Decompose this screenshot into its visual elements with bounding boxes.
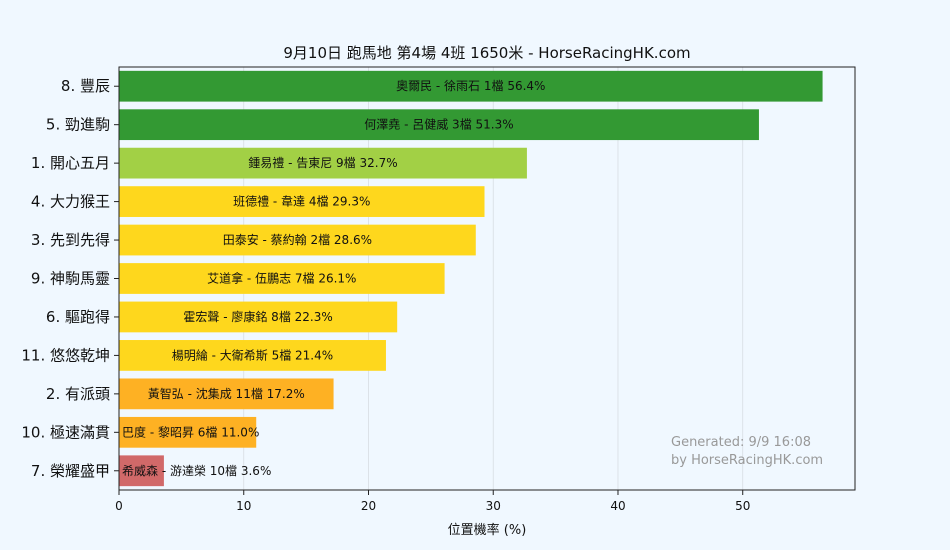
bar-data-label: 巴度 - 黎昭昇 6檔 11.0% bbox=[122, 424, 259, 439]
y-tick-label: 2. 有派頭 bbox=[46, 385, 110, 403]
x-axis: 0 10 20 30 40 50 bbox=[115, 490, 750, 513]
bar-data-label: 希威森 - 游達榮 10檔 3.6% bbox=[122, 463, 271, 478]
bar bbox=[119, 147, 527, 179]
x-axis-label: 位置機率 (%) bbox=[448, 522, 527, 538]
y-tick-label: 7. 榮耀盛甲 bbox=[31, 462, 110, 480]
watermark-generated: Generated: 9/9 16:08 bbox=[671, 435, 811, 450]
y-tick-label: 5. 勁進駒 bbox=[46, 116, 110, 134]
bar bbox=[119, 109, 759, 141]
x-tick-label: 30 bbox=[486, 499, 501, 513]
bar bbox=[119, 186, 485, 217]
bar bbox=[119, 70, 823, 102]
plot-frame bbox=[118, 66, 856, 491]
bar-data-label: 何澤堯 - 呂健威 3檔 51.3% bbox=[364, 118, 513, 132]
x-tick-label: 0 bbox=[115, 499, 123, 513]
y-tick-label: 11. 悠悠乾坤 bbox=[21, 346, 110, 364]
y-tick-label: 4. 大力猴王 bbox=[31, 193, 110, 211]
bar-data-label: 奧爾民 - 徐雨石 1檔 56.4% bbox=[396, 78, 545, 93]
bar-data-label: 班德禮 - 韋達 4檔 29.3% bbox=[233, 194, 370, 209]
bar bbox=[119, 301, 398, 333]
y-tick-label: 8. 豐辰 bbox=[61, 77, 110, 95]
y-tick-label: 3. 先到先得 bbox=[31, 231, 110, 249]
y-tick-label: 6. 驅跑得 bbox=[46, 308, 110, 326]
x-tick-label: 10 bbox=[236, 499, 251, 513]
y-tick-label: 1. 開心五月 bbox=[31, 154, 110, 172]
x-tick-label: 20 bbox=[361, 499, 376, 513]
bar-data-label: 田泰安 - 蔡約翰 2檔 28.6% bbox=[223, 232, 372, 247]
bar bbox=[119, 340, 386, 371]
bar-data-label: 艾道拿 - 伍鵬志 7檔 26.1% bbox=[207, 271, 356, 286]
y-tick-label: 10. 極速滿貫 bbox=[21, 423, 110, 441]
x-tick-label: 50 bbox=[735, 499, 750, 513]
watermark-site: by HorseRacingHK.com bbox=[671, 453, 823, 468]
x-tick-label: 40 bbox=[610, 499, 625, 513]
bar bbox=[119, 224, 476, 256]
bar bbox=[119, 263, 445, 294]
bar bbox=[119, 378, 334, 410]
bar-data-label: 鍾易禮 - 告東尼 9檔 32.7% bbox=[248, 156, 397, 170]
y-tick-label: 9. 神駒馬靈 bbox=[31, 270, 110, 288]
chart-title: 9月10日 跑馬地 第4場 4班 1650米 - HorseRacingHK.c… bbox=[283, 44, 690, 62]
bar-data-label: 霍宏聲 - 廖康銘 8檔 22.3% bbox=[183, 309, 332, 324]
bars-group: 奧爾民 - 徐雨石 1檔 56.4% 何澤堯 - 呂健威 3檔 51.3% 鍾易禮 … bbox=[119, 70, 823, 487]
bar-data-label: 楊明綸 - 大衛希斯 5檔 21.4% bbox=[172, 347, 333, 362]
bar bbox=[119, 455, 164, 487]
bar bbox=[119, 416, 257, 448]
y-axis-labels: 8. 豐辰 5. 勁進駒 1. 開心五月 4. 大力猴王 3. 先到先得 9. 神駒馬靈 6… bbox=[21, 77, 119, 480]
bar-data-label: 黃智弘 - 沈集成 11檔 17.2% bbox=[148, 386, 305, 401]
